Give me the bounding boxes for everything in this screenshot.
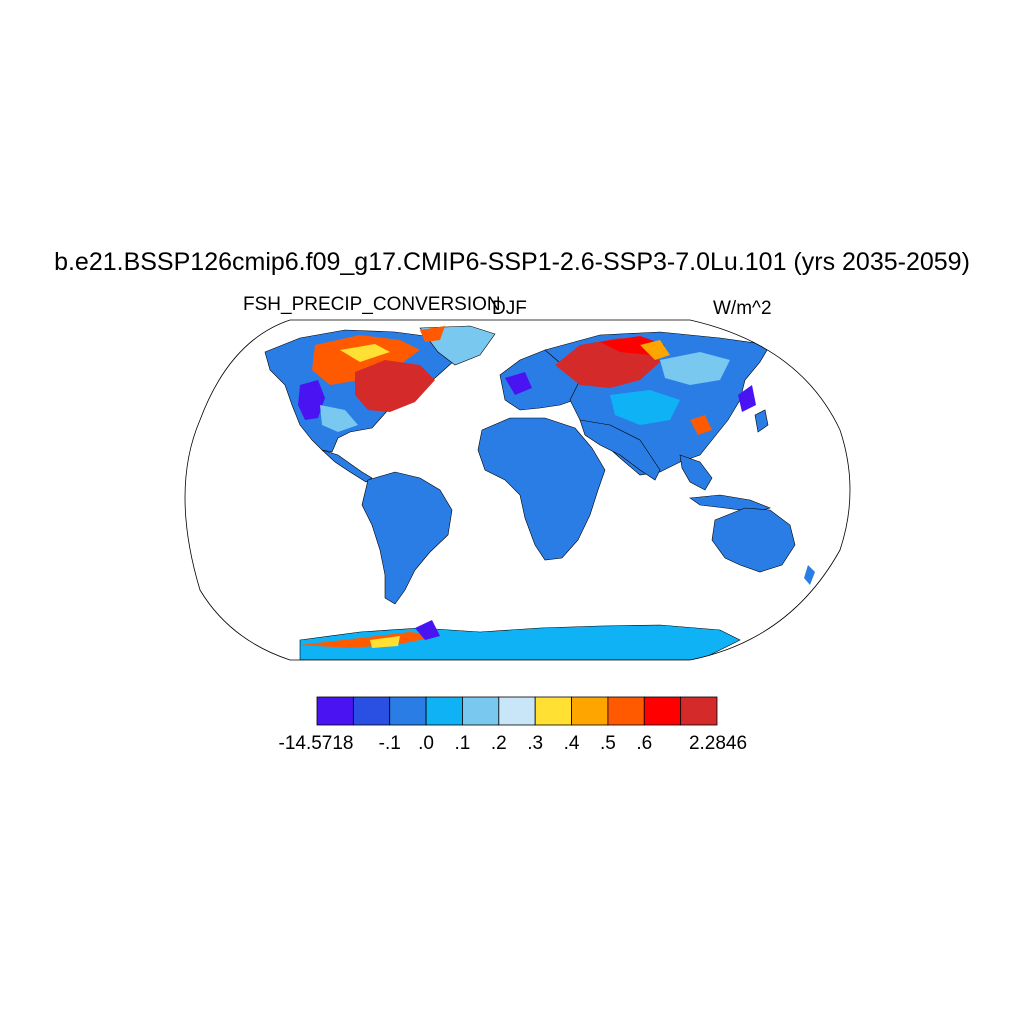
- colorbar-tick-label: .0: [418, 733, 435, 754]
- na-east-red: [355, 360, 435, 412]
- central-america: [321, 449, 373, 483]
- na-yellow: [340, 344, 390, 362]
- europe-purple: [505, 372, 532, 395]
- antarctica-yellow: [370, 636, 400, 648]
- africa: [477, 417, 606, 561]
- colorbar-tick-label: .4: [563, 733, 580, 754]
- plot-title: b.e21.BSSP126cmip6.f09_g17.CMIP6-SSP1-2.…: [54, 248, 970, 276]
- colorbar-swatch: [389, 696, 427, 726]
- colorbar-tick-label: .3: [527, 733, 544, 754]
- south-america: [361, 471, 453, 605]
- colorbar-swatch: [571, 696, 609, 726]
- greenland-edge: [420, 326, 445, 342]
- colorbar-swatch: [316, 696, 354, 726]
- colorbar-swatch: [607, 696, 645, 726]
- asia-light: [660, 352, 730, 385]
- variable-label: FSH_PRECIP_CONVERSION: [243, 294, 501, 315]
- colorbar-tick-label: -14.5718: [278, 733, 354, 754]
- colorbar-tick-label: .2: [490, 733, 507, 754]
- asia-cyan: [610, 390, 680, 425]
- asia-orange: [640, 340, 670, 360]
- asia-red-spot: [690, 415, 712, 435]
- antarctica-purple: [415, 620, 440, 640]
- colorbar-swatch: [352, 696, 391, 726]
- map-boundary: [184, 319, 851, 661]
- colorbar-swatch: [498, 696, 536, 726]
- colorbar-swatch: [643, 696, 682, 726]
- colorbar-swatch: [425, 696, 463, 726]
- australia: [711, 507, 796, 573]
- southeast-asia: [679, 454, 713, 491]
- colorbar-tick-label: 2.2846: [688, 733, 748, 754]
- colorbar-tick-label: .5: [599, 733, 616, 754]
- na-light: [320, 405, 358, 432]
- na-west-band: [298, 380, 325, 420]
- colorbar-tick-label: -.1: [378, 733, 401, 754]
- colorbar-tick-label: .1: [454, 733, 471, 754]
- middle-east: [579, 419, 661, 481]
- colorbar-swatch: [462, 696, 500, 726]
- asia-purple-east: [738, 385, 756, 412]
- units-label: W/m^2: [713, 298, 772, 319]
- colorbar-tick-label: .6: [636, 733, 653, 754]
- colorbar-swatch: [680, 696, 718, 726]
- season-label: DJF: [492, 298, 527, 319]
- japan: [754, 409, 769, 433]
- new-zealand: [804, 565, 815, 585]
- colorbar-swatch: [534, 696, 572, 726]
